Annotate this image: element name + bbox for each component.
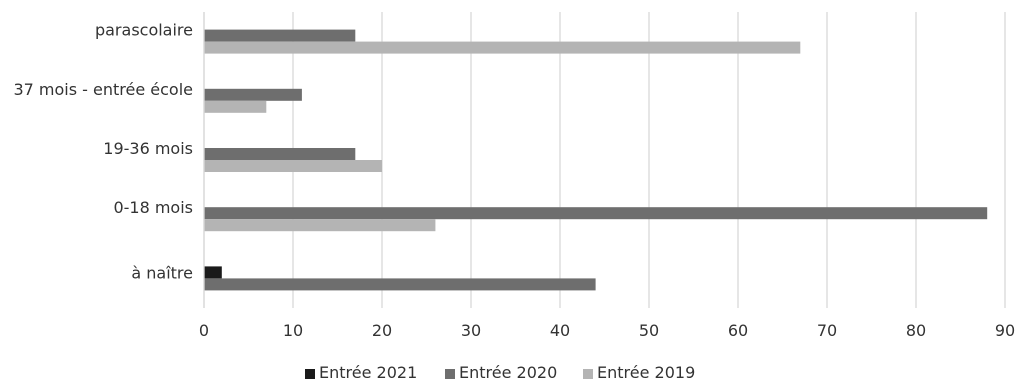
x-tick-label: 50 — [639, 321, 659, 340]
x-tick-label: 30 — [461, 321, 481, 340]
legend-label: Entrée 2019 — [597, 363, 695, 382]
x-tick-label: 80 — [906, 321, 926, 340]
bars — [204, 29, 988, 291]
bar-entrée-2020 — [204, 88, 302, 101]
bar-entrée-2019 — [204, 219, 436, 232]
x-tick-label: 10 — [283, 321, 303, 340]
x-tick-label: 20 — [372, 321, 392, 340]
bar-entrée-2020 — [204, 148, 356, 160]
bar-entrée-2020 — [204, 207, 988, 220]
bar-entrée-2019 — [204, 41, 801, 54]
legend: Entrée 2021 Entrée 2020 Entrée 2019 — [305, 363, 695, 382]
x-tick-label: 70 — [817, 321, 837, 340]
bar-entrée-2020 — [204, 29, 356, 42]
legend-label: Entrée 2021 — [319, 363, 417, 382]
x-tick-label: 40 — [550, 321, 570, 340]
category-labels: parascolaire 37 mois - entrée école 19-36 … — [13, 21, 193, 283]
category-label: à naître — [131, 263, 193, 282]
category-label: parascolaire — [95, 21, 193, 40]
x-tick-label: 90 — [995, 321, 1015, 340]
category-label: 37 mois - entrée école — [13, 80, 193, 99]
gridlines — [203, 12, 1006, 308]
category-label: 19-36 mois — [103, 139, 193, 158]
legend-swatch — [445, 369, 455, 379]
x-tick-label: 60 — [728, 321, 748, 340]
legend-swatch — [305, 369, 315, 379]
legend-swatch — [583, 369, 593, 379]
bar-entrée-2020 — [204, 278, 596, 291]
category-label: 0-18 mois — [113, 198, 193, 217]
x-tick-label: 0 — [199, 321, 209, 340]
x-axis: 0 10 20 30 40 50 60 70 80 90 — [199, 12, 1015, 340]
legend-label: Entrée 2020 — [459, 363, 557, 382]
bar-entrée-2019 — [204, 100, 267, 113]
bar-entrée-2019 — [204, 160, 382, 172]
bar-entrée-2021 — [204, 266, 222, 279]
